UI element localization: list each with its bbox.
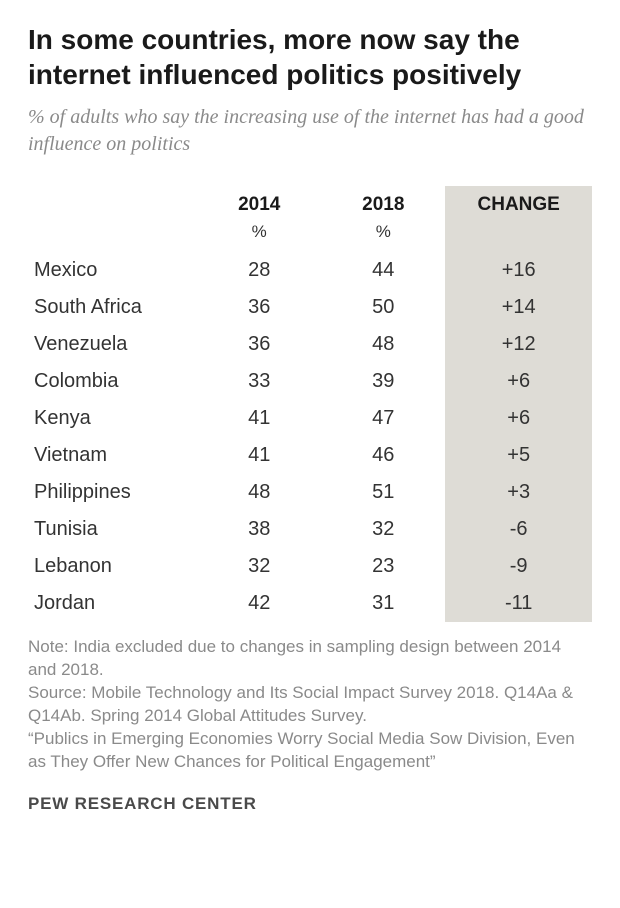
col-2018: 2018 (321, 186, 445, 220)
table-units-row: % % (28, 220, 592, 252)
cell-2018: 31 (321, 585, 445, 622)
table-row: Venezuela3648+12 (28, 326, 592, 363)
unit-2014: % (197, 220, 321, 252)
cell-country: Colombia (28, 363, 197, 400)
data-table: 2014 2018 CHANGE % % Mexico2844+16South … (28, 186, 592, 622)
chart-subtitle: % of adults who say the increasing use o… (28, 104, 592, 158)
cell-country: Venezuela (28, 326, 197, 363)
cell-change: -11 (445, 585, 592, 622)
table-row: Vietnam4146+5 (28, 437, 592, 474)
table-row: Philippines4851+3 (28, 474, 592, 511)
cell-2014: 38 (197, 511, 321, 548)
cell-country: Mexico (28, 252, 197, 289)
cell-change: -9 (445, 548, 592, 585)
cell-change: +3 (445, 474, 592, 511)
table-row: Mexico2844+16 (28, 252, 592, 289)
cell-2018: 44 (321, 252, 445, 289)
cell-2014: 48 (197, 474, 321, 511)
cell-2018: 39 (321, 363, 445, 400)
chart-title: In some countries, more now say the inte… (28, 22, 592, 92)
cell-change: +16 (445, 252, 592, 289)
table-row: Lebanon3223-9 (28, 548, 592, 585)
unit-2018: % (321, 220, 445, 252)
cell-2014: 42 (197, 585, 321, 622)
cell-2018: 47 (321, 400, 445, 437)
chart-container: In some countries, more now say the inte… (0, 0, 620, 834)
cell-country: Vietnam (28, 437, 197, 474)
table-row: Colombia3339+6 (28, 363, 592, 400)
cell-change: +5 (445, 437, 592, 474)
cell-2014: 36 (197, 326, 321, 363)
cell-2018: 23 (321, 548, 445, 585)
table-body: Mexico2844+16South Africa3650+14Venezuel… (28, 252, 592, 622)
col-2014: 2014 (197, 186, 321, 220)
table-row: Tunisia3832-6 (28, 511, 592, 548)
cell-2014: 32 (197, 548, 321, 585)
table-row: Kenya4147+6 (28, 400, 592, 437)
cell-2018: 50 (321, 289, 445, 326)
cell-country: Jordan (28, 585, 197, 622)
cell-2018: 48 (321, 326, 445, 363)
cell-change: -6 (445, 511, 592, 548)
cell-change: +12 (445, 326, 592, 363)
table-row: Jordan4231-11 (28, 585, 592, 622)
cell-2014: 36 (197, 289, 321, 326)
cell-change: +6 (445, 363, 592, 400)
cell-country: Lebanon (28, 548, 197, 585)
cell-2014: 41 (197, 400, 321, 437)
cell-2014: 33 (197, 363, 321, 400)
cell-2018: 51 (321, 474, 445, 511)
cell-2014: 41 (197, 437, 321, 474)
col-change: CHANGE (445, 186, 592, 220)
table-header-row: 2014 2018 CHANGE (28, 186, 592, 220)
cell-change: +14 (445, 289, 592, 326)
cell-country: South Africa (28, 289, 197, 326)
org-name: PEW RESEARCH CENTER (28, 794, 592, 814)
cell-2018: 32 (321, 511, 445, 548)
cell-2014: 28 (197, 252, 321, 289)
chart-note: Note: India excluded due to changes in s… (28, 636, 592, 774)
table-row: South Africa3650+14 (28, 289, 592, 326)
cell-country: Philippines (28, 474, 197, 511)
col-country (28, 186, 197, 220)
cell-change: +6 (445, 400, 592, 437)
cell-country: Tunisia (28, 511, 197, 548)
cell-2018: 46 (321, 437, 445, 474)
cell-country: Kenya (28, 400, 197, 437)
